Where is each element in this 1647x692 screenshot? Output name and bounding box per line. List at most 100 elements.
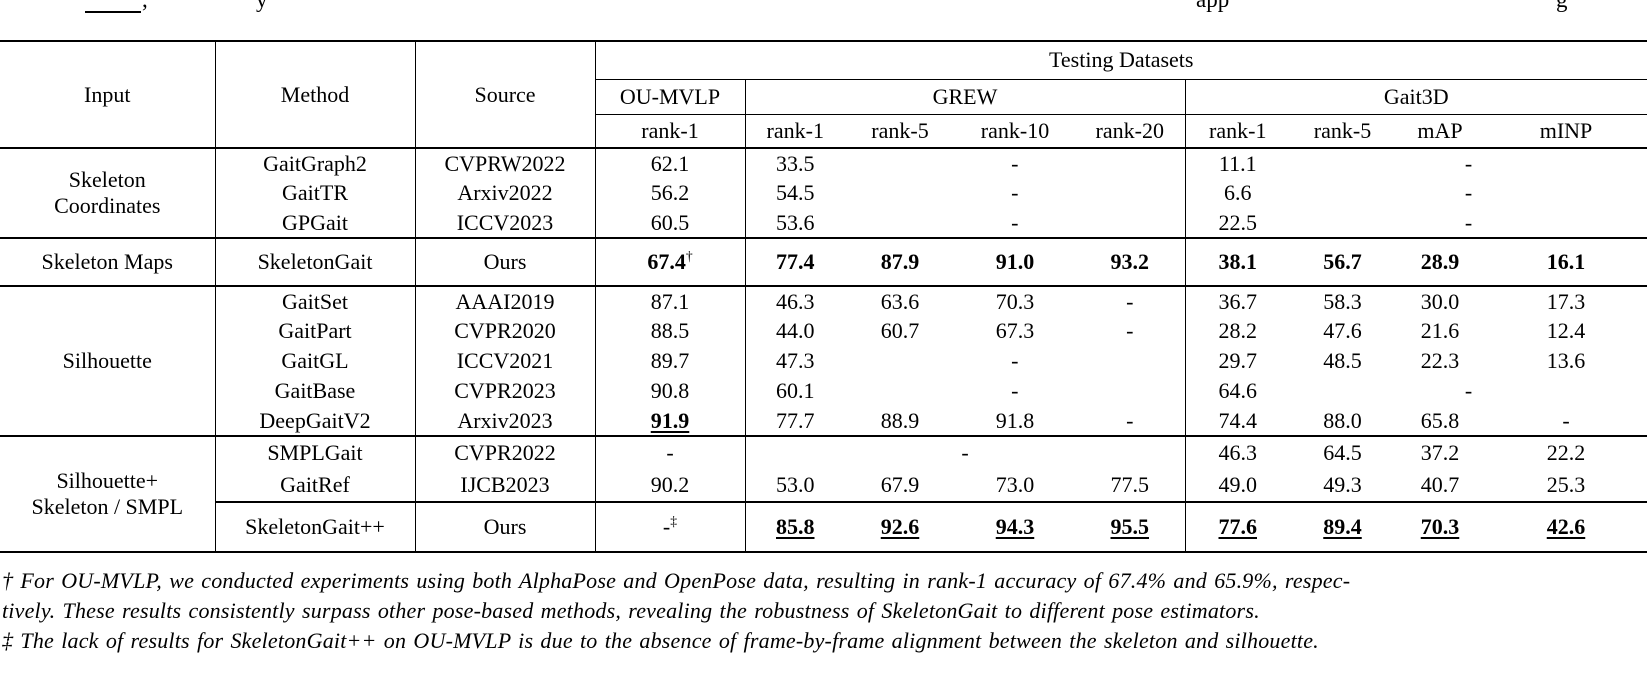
value-cell: 6.6: [1224, 180, 1252, 205]
method-cell: GaitRef: [215, 469, 416, 502]
source-cell: CVPRW2022: [415, 148, 596, 178]
header-input: Input: [0, 41, 216, 149]
value-cell: 17.3: [1485, 285, 1647, 316]
value: 91.9: [650, 407, 690, 433]
value-cell: 88.0: [1323, 407, 1362, 433]
caption-fragment: g: [1556, 0, 1568, 13]
value-cell: 74.4: [1218, 407, 1258, 433]
source-cell: Ours: [415, 237, 596, 286]
value: 77.6: [1218, 514, 1258, 539]
value-cell: 46.3: [1185, 435, 1290, 469]
value: 95.5: [1110, 514, 1150, 539]
row-skeletongaitpp: SkeletonGait++ Ours -‡ 85.8 92.6 94.3 95…: [0, 501, 1647, 552]
method-cell: GaitPart: [215, 316, 416, 346]
input-cell-silhouette-skeleton-smpl: Silhouette+ Skeleton / SMPL: [0, 435, 216, 552]
value-cell: -: [845, 208, 1186, 238]
value-cell: 67.3: [995, 318, 1035, 343]
header-testing-datasets: Testing Datasets: [595, 41, 1647, 80]
value-cell: 90.8: [595, 376, 746, 406]
method-cell: SkeletonGait: [215, 237, 416, 286]
value-cell: 44.0: [776, 318, 815, 343]
value-cell: 22.5: [1218, 209, 1258, 235]
value-cell: 60.1: [776, 378, 815, 403]
value-cell: 12.4: [1546, 318, 1586, 343]
row-gaitgraph2: Skeleton Coordinates GaitGraph2 CVPRW202…: [0, 148, 1647, 238]
caption-fragment: y: [256, 0, 268, 13]
value: 94.3: [995, 514, 1035, 539]
row-gaitpart: GaitPart CVPR2020 88.5 44.0 60.7 67.3 - …: [0, 316, 1647, 346]
value-cell: 22.3: [1420, 348, 1460, 373]
method-cell: DeepGaitV2: [215, 406, 416, 436]
row-gaitref: GaitRef IJCB2023 90.2 53.0 67.9 73.0 77.…: [0, 469, 1647, 502]
value-cell: 85.8: [745, 501, 845, 552]
table-footnotes: † For OU-MVLP, we conducted experiments …: [2, 566, 1645, 656]
value-cell: 56.7: [1290, 237, 1395, 286]
row-gpgait: GPGait ICCV2023 60.5 53.6 - 22.5 -: [0, 208, 1647, 238]
header-grew-rank1: rank-1: [745, 114, 845, 149]
value-cell: 93.2: [1075, 237, 1186, 286]
value-cell: 47.6: [1323, 318, 1362, 343]
value-cell: 58.3: [1290, 285, 1395, 316]
header-grew-rank20: rank-20: [1075, 114, 1186, 149]
header-grew-rank10: rank-10: [955, 114, 1075, 149]
value-cell: 64.5: [1290, 435, 1395, 469]
header-gait3d: Gait3D: [1185, 79, 1647, 115]
value-cell: -: [1464, 180, 1473, 205]
caption-fragment: ,: [142, 0, 148, 13]
source-cell: AAAI2019: [415, 285, 596, 316]
row-gaittr: GaitTR Arxiv2022 56.2 54.5 - 6.6 -: [0, 178, 1647, 208]
header-oumvlp-rank1: rank-1: [595, 114, 746, 149]
value-cell: 91.9: [595, 406, 746, 436]
row-gaitbase: GaitBase CVPR2023 90.8 60.1 - 64.6 -: [0, 376, 1647, 406]
source-cell: ICCV2023: [415, 208, 596, 238]
method-cell: GaitGL: [215, 346, 416, 376]
results-table: Input Method Source Testing Datasets OU-…: [0, 40, 1647, 553]
value-cell: 94.3: [955, 501, 1075, 552]
value-cell: 40.7: [1420, 472, 1460, 497]
row-gaitset: Silhouette GaitSet AAAI2019 87.1 46.3 63…: [0, 285, 1647, 436]
value-cell: 46.3: [745, 285, 845, 316]
source-cell: Arxiv2022: [415, 178, 596, 208]
value: 42.6: [1546, 514, 1586, 539]
value-cell: 49.0: [1218, 472, 1258, 497]
input-line: Skeleton / SMPL: [31, 494, 184, 519]
value-cell: -: [845, 346, 1186, 376]
header-gait3d-minp: mINP: [1485, 114, 1647, 149]
value-cell: 67.9: [880, 472, 920, 497]
value-cell: 77.7: [776, 407, 815, 433]
source-cell: Arxiv2023: [415, 406, 596, 436]
value-cell: 60.7: [880, 318, 920, 343]
value-cell: 87.1: [595, 285, 746, 316]
value-cell: 77.4: [745, 237, 845, 286]
value-cell: 65.8: [1420, 407, 1460, 433]
method-cell: GPGait: [215, 208, 416, 238]
value-cell: -: [745, 435, 1186, 469]
method-cell: GaitBase: [215, 376, 416, 406]
header-gait3d-map: mAP: [1395, 114, 1485, 149]
footnote-line: † For OU-MVLP, we conducted experiments …: [2, 568, 1351, 593]
input-cell-silhouette: Silhouette: [0, 285, 216, 436]
row-gaitgl: GaitGL ICCV2021 89.7 47.3 - 29.7 48.5 22…: [0, 346, 1647, 376]
value: -: [662, 514, 671, 539]
header-row-1: Input Method Source Testing Datasets: [0, 41, 1647, 149]
value: 67.4: [647, 249, 686, 274]
input-cell-skeleton-maps: Skeleton Maps: [0, 237, 216, 286]
header-row-3: rank-1 rank-1 rank-5 rank-10 rank-20 ran…: [0, 114, 1647, 149]
value: 92.6: [880, 514, 920, 539]
value-cell: 62.1: [595, 148, 746, 178]
header-grew-rank5: rank-5: [845, 114, 955, 149]
header-gait3d-rank5: rank-5: [1290, 114, 1395, 149]
source-cell: CVPR2022: [415, 435, 596, 469]
value-cell: 95.5: [1075, 501, 1186, 552]
value-cell: 28.9: [1395, 237, 1485, 286]
row-skeletongait: Skeleton Maps SkeletonGait Ours 67.4† 77…: [0, 237, 1647, 286]
value-cell: 38.1: [1185, 237, 1290, 286]
input-line: Skeleton: [68, 167, 146, 192]
header-gait3d-rank1: rank-1: [1185, 114, 1290, 149]
value-cell: 53.0: [776, 472, 815, 497]
value-cell: 53.6: [776, 209, 815, 235]
value-cell: 25.3: [1546, 472, 1586, 497]
input-cell-skeleton-coordinates: Skeleton Coordinates: [0, 148, 216, 238]
value-cell: -: [1075, 285, 1186, 316]
